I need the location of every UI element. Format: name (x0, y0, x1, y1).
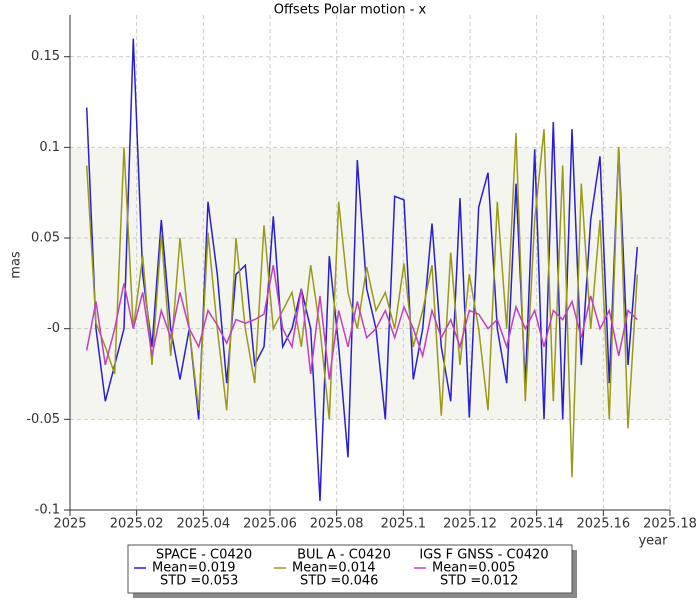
x-tick-label: 2025.16 (576, 517, 630, 532)
x-tick-label: 2025 (53, 517, 86, 532)
legend-label: BUL A - C0420 (297, 548, 391, 563)
x-axis-label: year (638, 534, 668, 549)
x-tick-label: 2025.18 (643, 517, 697, 532)
x-tick-label: 2025.08 (310, 517, 364, 532)
y-tick-label: -0 (47, 321, 60, 336)
legend-mean: Mean=0.005 (432, 561, 516, 576)
y-tick-label: 0.05 (31, 231, 60, 246)
x-tick-label: 2025.04 (176, 517, 230, 532)
y-tick-label: 0.15 (31, 49, 60, 64)
x-tick-label: 2025.06 (243, 517, 297, 532)
series-line (85, 129, 639, 478)
series-line (85, 265, 638, 380)
x-tick-label: 2025.14 (510, 517, 564, 532)
legend-std: STD =0.053 (160, 574, 238, 589)
chart-title: Offsets Polar motion - x (274, 3, 427, 18)
legend-mean: Mean=0.019 (152, 561, 236, 576)
x-tick-label: 2025.02 (110, 517, 164, 532)
legend-std: STD =0.046 (300, 574, 378, 589)
legend-label: IGS F GNSS - C0420 (419, 548, 548, 563)
x-tick-label: 2025.1 (381, 517, 427, 532)
y-tick-label: -0.05 (26, 412, 60, 427)
legend-std: STD =0.012 (440, 574, 518, 589)
y-tick-label: 0.1 (39, 140, 60, 155)
legend (127, 544, 573, 594)
legend-label: SPACE - C0420 (156, 548, 252, 563)
y-axis-label: mas (9, 251, 24, 279)
legend-mean: Mean=0.014 (292, 561, 376, 576)
series-line (85, 38, 639, 501)
x-tick-label: 2025.12 (443, 517, 497, 532)
y-tick-label: -0.1 (35, 503, 60, 518)
